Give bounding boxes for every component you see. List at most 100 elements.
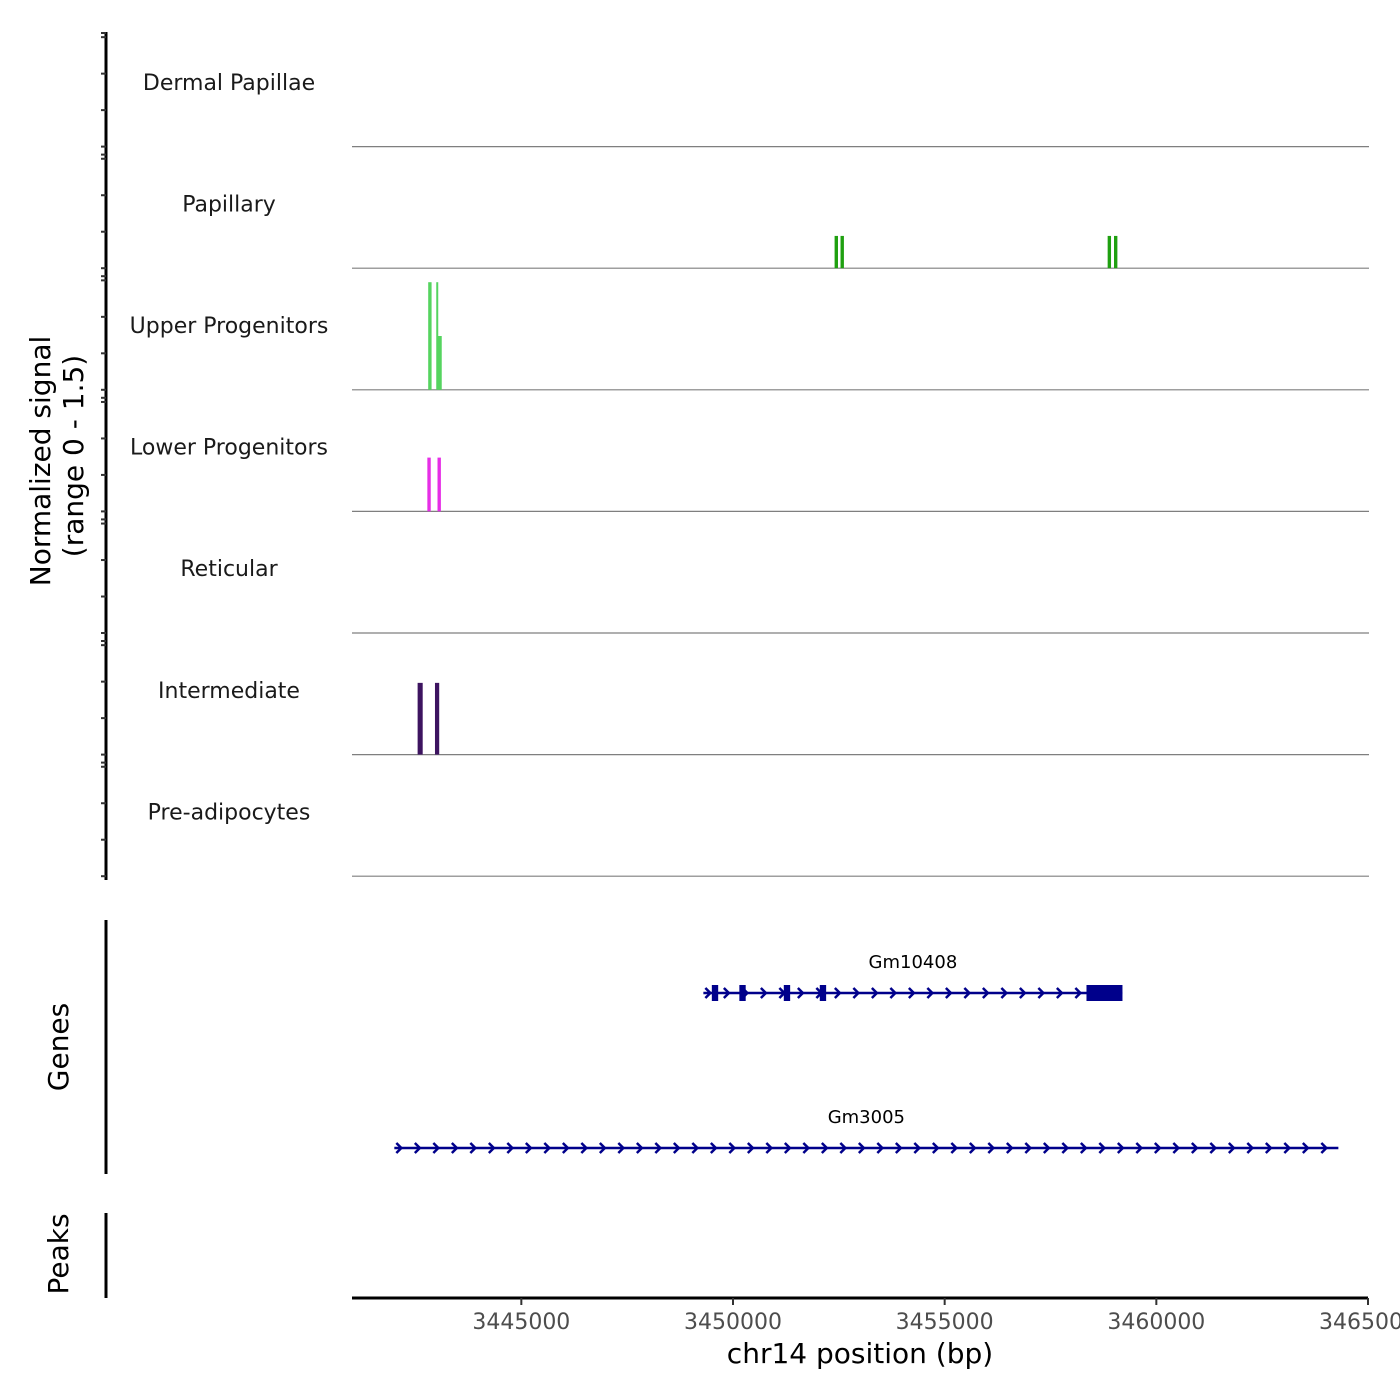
strand-arrow [635, 1142, 644, 1154]
strand-arrow [765, 1142, 774, 1154]
strand-arrow [876, 1142, 885, 1154]
genes-track-title: Genes [42, 1003, 75, 1091]
strand-arrow [1098, 1142, 1107, 1154]
strand-arrow [469, 1142, 478, 1154]
strand-arrow [1037, 987, 1046, 999]
track-papillary: Papillary [182, 192, 1369, 269]
strand-arrow [691, 1142, 700, 1154]
strand-arrow [1000, 987, 1009, 999]
coverage-peak [436, 282, 439, 390]
strand-arrow [1320, 1142, 1329, 1154]
strand-arrow [833, 987, 842, 999]
coverage-peak [437, 336, 442, 390]
coverage-peak [417, 682, 423, 755]
track-label: Papillary [182, 192, 276, 217]
coverage-peak [1114, 235, 1118, 269]
coverage-peak [1107, 235, 1112, 269]
strand-arrow [1246, 1142, 1255, 1154]
track-reticular: Reticular [180, 557, 1369, 634]
gene-label: Gm10408 [869, 952, 958, 973]
coverage-peak [437, 457, 441, 512]
track-intermediate: Intermediate [158, 679, 1369, 756]
track-dermal-papillae: Dermal Papillae [143, 71, 1369, 148]
y-axis-title-line2: (range 0 - 1.5) [57, 355, 90, 557]
strand-arrow [820, 1142, 829, 1154]
strand-arrow [1061, 1142, 1070, 1154]
coverage-peak [840, 235, 844, 269]
coverage-peak [427, 457, 431, 512]
strand-arrow [796, 987, 805, 999]
strand-arrow [704, 987, 713, 999]
strand-arrow [1190, 1142, 1199, 1154]
x-tick-label: 3455000 [896, 1310, 994, 1335]
strand-arrow [709, 1142, 718, 1154]
strand-arrow [450, 1142, 459, 1154]
strand-arrow [1227, 1142, 1236, 1154]
strand-arrow [759, 987, 768, 999]
track-label: Reticular [180, 557, 278, 582]
track-label: Upper Progenitors [130, 314, 329, 339]
peaks-track-title: Peaks [42, 1213, 75, 1294]
y-axis-title-line1: Normalized signal [24, 336, 57, 587]
strand-arrow [968, 1142, 977, 1154]
track-label: Intermediate [158, 679, 300, 704]
x-tick-label: 3465000 [1319, 1310, 1400, 1335]
gene-exon [1086, 985, 1123, 1001]
strand-arrow [981, 987, 990, 999]
strand-arrow [524, 1142, 533, 1154]
coverage-tracks: Dermal Papillae Papillary Upper Progenitor… [130, 71, 1369, 877]
strand-arrow [487, 1142, 496, 1154]
gene-track: Gm10408 Gm3005 [394, 952, 1339, 1154]
track-pre-adipocytes: Pre-adipocytes [148, 800, 1369, 877]
strand-arrow [802, 1142, 811, 1154]
strand-arrow [1079, 1142, 1088, 1154]
strand-arrow [746, 1142, 755, 1154]
strand-arrow [672, 1142, 681, 1154]
gene-exon [739, 985, 746, 1001]
strand-arrow [857, 1142, 866, 1154]
track-label: Dermal Papillae [143, 71, 315, 96]
strand-arrow [889, 987, 898, 999]
gene-label: Gm3005 [828, 1107, 905, 1128]
strand-arrow [950, 1142, 959, 1154]
strand-arrow [1153, 1142, 1162, 1154]
strand-arrow [987, 1142, 996, 1154]
strand-arrow [395, 1142, 404, 1154]
strand-arrow [728, 1142, 737, 1154]
strand-arrow [963, 987, 972, 999]
track-lower-progenitors: Lower Progenitors [130, 436, 1369, 512]
strand-arrow [913, 1142, 922, 1154]
track-upper-progenitors: Upper Progenitors [130, 282, 1369, 391]
strand-arrow [870, 987, 879, 999]
strand-arrow [894, 1142, 903, 1154]
axis-lines [101, 32, 108, 1298]
strand-arrow [926, 987, 935, 999]
strand-arrow [1018, 987, 1027, 999]
strand-arrow [580, 1142, 589, 1154]
x-axis: 3445000 3450000 3455000 3460000 3465000 [352, 1296, 1400, 1335]
x-axis-title: chr14 position (bp) [727, 1337, 993, 1370]
strand-arrow [783, 1142, 792, 1154]
strand-arrow [654, 1142, 663, 1154]
x-tick-label: 3450000 [684, 1310, 782, 1335]
strand-arrow [1074, 987, 1083, 999]
x-tick-label: 3460000 [1107, 1310, 1205, 1335]
strand-arrow [1172, 1142, 1181, 1154]
gene-exon [711, 985, 719, 1001]
gene-gm3005: Gm3005 [394, 1107, 1339, 1154]
strand-arrow [852, 987, 861, 999]
strand-arrow [931, 1142, 940, 1154]
strand-arrow [561, 1142, 570, 1154]
coverage-peak [428, 282, 432, 390]
strand-arrow [1005, 1142, 1014, 1154]
strand-arrow [506, 1142, 515, 1154]
strand-arrow [598, 1142, 607, 1154]
strand-arrow [543, 1142, 552, 1154]
strand-arrow [839, 1142, 848, 1154]
strand-arrow [413, 1142, 422, 1154]
strand-arrow [1042, 1142, 1051, 1154]
gene-exon [819, 985, 827, 1001]
strand-arrow [1301, 1142, 1310, 1154]
strand-arrow [617, 1142, 626, 1154]
